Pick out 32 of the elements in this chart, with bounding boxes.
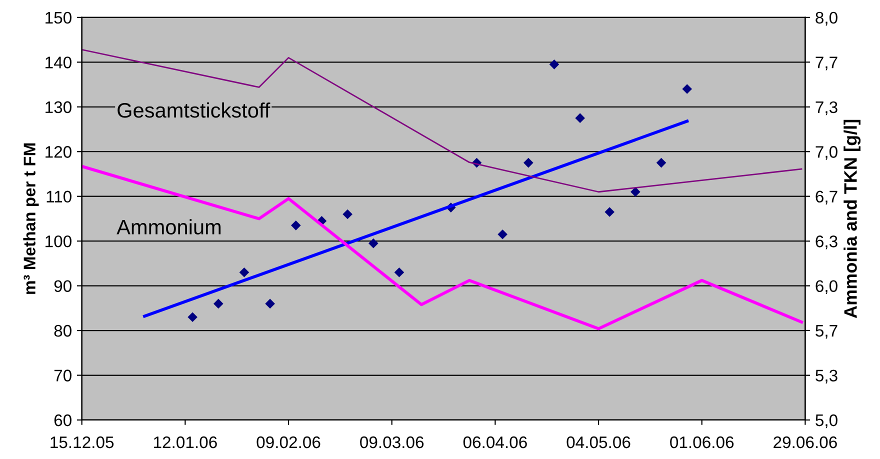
y2-tick-label: 6,7	[816, 190, 838, 204]
y2-tick-label: 5,3	[816, 370, 838, 384]
y-tick-label: 150	[46, 12, 72, 24]
x-tick-label: 15.12.05	[50, 436, 114, 448]
y-tick-label: 140	[46, 56, 72, 68]
x-tick-label: 09.03.06	[360, 436, 424, 448]
x-tick-label: 09.02.06	[256, 436, 320, 448]
y2-tick-label: 7,7	[816, 56, 838, 70]
series-label: Ammonium	[116, 219, 221, 234]
y-tick-label: 60	[54, 414, 72, 426]
y2-tick-label: 8,0	[816, 12, 838, 26]
y-tick-label: 120	[46, 146, 72, 158]
x-tick-label: 12.01.06	[154, 436, 217, 448]
y-axis-title: m³ Methan per t FM	[23, 143, 39, 294]
x-tick-label: 01.06.06	[670, 436, 734, 448]
y2-tick-label: 5,7	[816, 325, 838, 339]
y2-tick-label: 7,0	[816, 146, 838, 160]
y-tick-label: 130	[46, 101, 72, 114]
y-tick-label: 70	[54, 370, 72, 382]
y2-tick-label: 6,3	[816, 236, 838, 250]
series-label: Gesamtstickstoff	[118, 102, 270, 118]
y2-axis-title: Ammonia and TKN [g/l]	[844, 120, 861, 318]
x-tick-label: 29.06.06	[774, 436, 837, 448]
y-tick-label: 90	[54, 280, 72, 292]
x-tick-label: 06.04.06	[463, 436, 527, 448]
y-tick-label: 110	[46, 190, 72, 203]
y-tick-label: 80	[54, 324, 72, 337]
y-tick-label: 100	[46, 235, 72, 248]
y2-tick-label: 7,3	[816, 101, 838, 116]
y2-tick-label: 6,0	[816, 280, 838, 294]
y2-tick-label: 5,0	[816, 414, 838, 428]
x-tick-label: 04.05.06	[566, 436, 630, 448]
